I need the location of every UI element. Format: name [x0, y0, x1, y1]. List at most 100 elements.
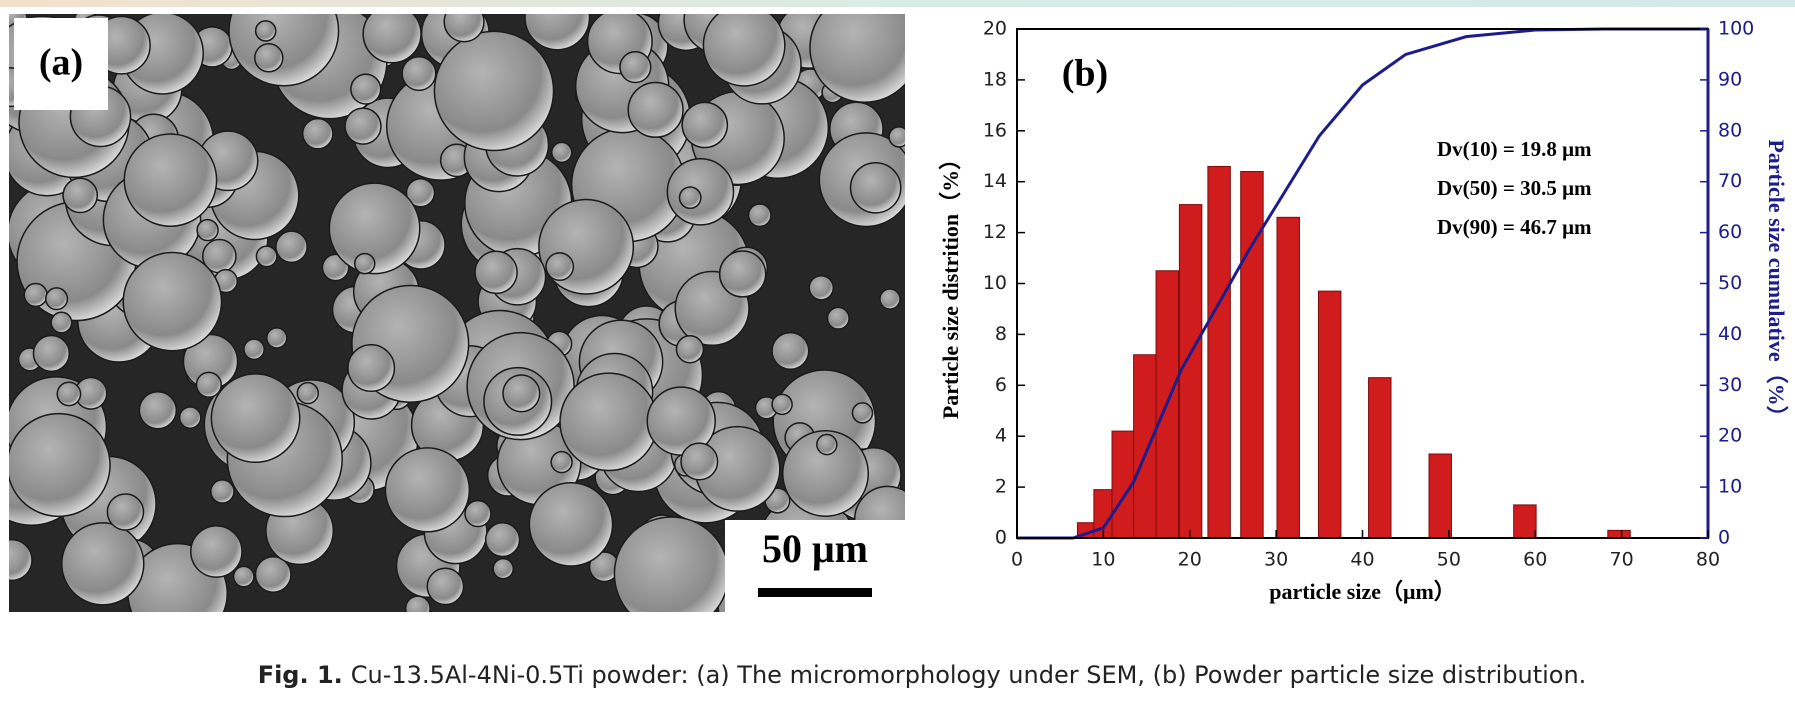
caption: Fig. 1.Cu-13.5Al-4Ni-0.5Ti powder: (a) T… [258, 661, 1587, 689]
particle [256, 246, 276, 266]
particle [667, 159, 733, 225]
particle [880, 289, 900, 309]
x-tick-label: 10 [1091, 549, 1115, 571]
particle [720, 251, 766, 297]
particle [197, 220, 218, 241]
particle [406, 596, 430, 620]
x-tick-label: 20 [1178, 549, 1202, 571]
particle [620, 52, 651, 83]
particle [276, 231, 307, 262]
x-tick-label: 30 [1264, 549, 1288, 571]
x-axis-label: particle size（μm） [1269, 579, 1456, 604]
particle [703, 5, 784, 86]
y2-tick-label: 100 [1718, 18, 1754, 40]
x-tick-label: 40 [1350, 549, 1374, 571]
particle [560, 373, 657, 470]
bar [1241, 172, 1263, 538]
particle [551, 452, 572, 473]
particle [107, 494, 143, 530]
y-tick-label: 2 [995, 476, 1007, 498]
particle [772, 333, 809, 370]
particle [427, 568, 463, 604]
particle [614, 517, 728, 631]
y2-tick-label: 20 [1718, 425, 1742, 447]
particle [191, 526, 242, 577]
y2-tick-label: 30 [1718, 374, 1742, 396]
particle [809, 276, 833, 300]
particle [385, 448, 469, 532]
y2-tick-label: 0 [1718, 527, 1730, 549]
y-tick-label: 12 [983, 221, 1007, 243]
y2-tick-label: 10 [1718, 476, 1742, 498]
annotation: Dv(90) = 46.7 μm [1437, 215, 1592, 239]
y-axis-label: Particle size distrition（%） [938, 148, 963, 419]
particle [46, 288, 68, 310]
scale-bar-label: 50 μm [762, 526, 868, 571]
y-tick-label: 16 [983, 119, 1007, 141]
particle [539, 200, 633, 294]
particle [244, 339, 264, 359]
particle [493, 559, 513, 579]
x-tick-label: 70 [1610, 549, 1634, 571]
particle [827, 307, 849, 329]
y-tick-label: 6 [995, 374, 1007, 396]
particle [211, 374, 299, 462]
bar [1369, 378, 1391, 538]
scale-bar [758, 588, 872, 597]
particle [123, 253, 221, 351]
particle [57, 382, 80, 405]
particle [256, 21, 276, 41]
particle [0, 540, 32, 581]
particle [62, 523, 144, 605]
particle [124, 134, 216, 226]
particle [351, 74, 381, 104]
particle [303, 119, 333, 149]
x-tick-label: 0 [1011, 549, 1023, 571]
top-strip [0, 0, 1795, 7]
particle [546, 253, 573, 280]
x-tick-label: 50 [1437, 549, 1461, 571]
particle [503, 375, 540, 412]
y-tick-label: 14 [983, 170, 1007, 192]
particle [51, 312, 71, 332]
particle [355, 254, 375, 274]
y-tick-label: 4 [995, 425, 1007, 447]
particle [628, 82, 683, 137]
bar [1608, 530, 1630, 538]
y-tick-label: 8 [995, 323, 1007, 345]
bar [1277, 217, 1299, 538]
particle [682, 102, 727, 147]
particle [679, 187, 700, 208]
particle [7, 414, 110, 517]
particle [552, 142, 572, 162]
particle [345, 108, 381, 144]
y-tick-label: 10 [983, 272, 1007, 294]
particle [676, 336, 703, 363]
particle [851, 163, 901, 213]
annotation: Dv(50) = 30.5 μm [1437, 176, 1592, 200]
y2-tick-label: 50 [1718, 272, 1742, 294]
y2-tick-label: 70 [1718, 170, 1742, 192]
particle [444, 2, 484, 42]
y-tick-label: 20 [983, 18, 1007, 40]
particle [267, 328, 287, 348]
y2-axis-label: Particle size cumulative（%） [1764, 139, 1789, 427]
particle [852, 403, 872, 423]
particle [33, 336, 69, 372]
particle [749, 204, 771, 226]
bar [1318, 291, 1340, 538]
particle [681, 443, 718, 480]
caption-label: Fig. 1. [258, 661, 343, 689]
annotation: Dv(10) = 19.8 μm [1437, 137, 1592, 161]
particle [434, 31, 553, 150]
bar [1179, 205, 1201, 538]
y2-tick-label: 40 [1718, 323, 1742, 345]
particle [486, 523, 520, 557]
panel-label: (b) [1062, 53, 1108, 95]
particle [889, 127, 909, 147]
particle [211, 480, 234, 503]
particle [196, 372, 221, 397]
bar [1134, 355, 1156, 538]
chart: 0102030405060708002468101214161820010203… [938, 18, 1789, 605]
particle [465, 501, 491, 527]
